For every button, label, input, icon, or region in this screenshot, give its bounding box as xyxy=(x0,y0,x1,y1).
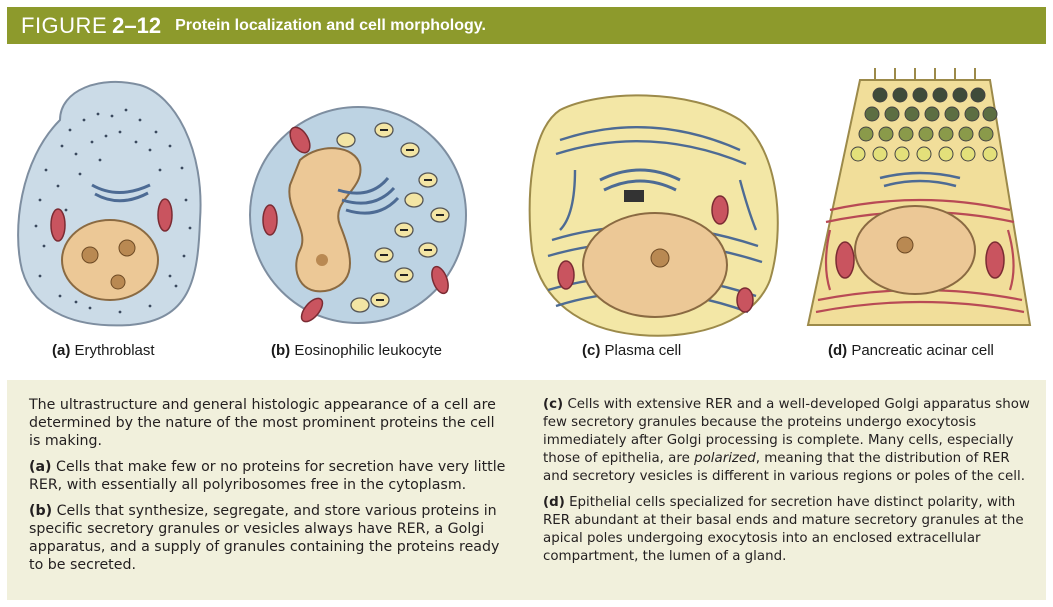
panel-letter: (c) xyxy=(582,342,601,359)
golgi-apparatus xyxy=(337,177,400,215)
nucleus xyxy=(854,205,976,295)
panel-label-a: (a) Erythroblast xyxy=(52,342,155,359)
mitochondrion xyxy=(50,208,66,242)
free-polyribosomes xyxy=(34,108,192,314)
caption-letter: (a) xyxy=(29,459,52,475)
caption-text: Cells that synthesize, segregate, and st… xyxy=(29,503,500,573)
caption-text: Cells with extensive RER and a well-deve… xyxy=(543,397,1030,466)
microvilli xyxy=(874,68,976,80)
figure-title: Protein localization and cell morphology… xyxy=(175,16,486,34)
panel-name: Pancreatic acinar cell xyxy=(851,342,994,359)
caption-right-column: (c) Cells with extensive RER and a well-… xyxy=(543,396,1035,574)
nucleus xyxy=(61,219,159,301)
figure-number: 2–12 xyxy=(112,12,162,38)
caption-letter: (b) xyxy=(29,503,53,519)
centriole xyxy=(624,190,644,202)
panel-name: Plasma cell xyxy=(604,342,682,359)
caption-text: Cells that make few or no proteins for s… xyxy=(29,459,506,493)
golgi-apparatus xyxy=(599,168,681,192)
panel-letter: (d) xyxy=(828,342,848,359)
caption-box: The ultrastructure and general histologi… xyxy=(7,380,1046,600)
pancreatic-acinar-cell-illustration xyxy=(806,68,1032,326)
golgi-apparatus xyxy=(879,171,961,188)
panel-label-b: (b) Eosinophilic leukocyte xyxy=(271,342,442,359)
figure-word: FIGURE xyxy=(21,12,108,38)
caption-letter: (c) xyxy=(543,397,564,412)
caption-c: (c) Cells with extensive RER and a well-… xyxy=(543,396,1035,486)
caption-intro: The ultrastructure and general histologi… xyxy=(29,397,496,449)
erythroblast-illustration xyxy=(17,80,202,327)
zymogen-granules xyxy=(850,87,998,162)
caption-text: , meaning that the distribution of RER a… xyxy=(543,451,1025,484)
plasma-cell-illustration xyxy=(528,94,779,337)
caption-a: (a) Cells that make few or no proteins f… xyxy=(29,458,509,494)
panel-name: Erythroblast xyxy=(74,342,155,359)
panel-letter: (a) xyxy=(52,342,71,359)
panel-letter: (b) xyxy=(271,342,291,359)
bilobed-nucleus xyxy=(288,147,362,293)
eosinophil-illustration xyxy=(249,106,467,324)
caption-italic: polarized xyxy=(694,451,756,466)
figure-header: FIGURE 2–12 Protein localization and cel… xyxy=(7,7,1046,44)
caption-b: (b) Cells that synthesize, segregate, an… xyxy=(29,502,509,574)
cell-illustrations xyxy=(17,68,1032,337)
caption-d: (d) Epithelial cells specialized for sec… xyxy=(543,494,1035,566)
panel-name: Eosinophilic leukocyte xyxy=(294,342,442,359)
panel-label-d: (d) Pancreatic acinar cell xyxy=(828,342,994,359)
caption-letter: (d) xyxy=(543,495,565,510)
caption-text: Epithelial cells specialized for secreti… xyxy=(543,495,1024,564)
panel-label-c: (c) Plasma cell xyxy=(582,342,681,359)
caption-left-column: The ultrastructure and general histologi… xyxy=(29,396,509,582)
mitochondrion xyxy=(157,198,173,232)
specific-granules xyxy=(336,122,450,313)
